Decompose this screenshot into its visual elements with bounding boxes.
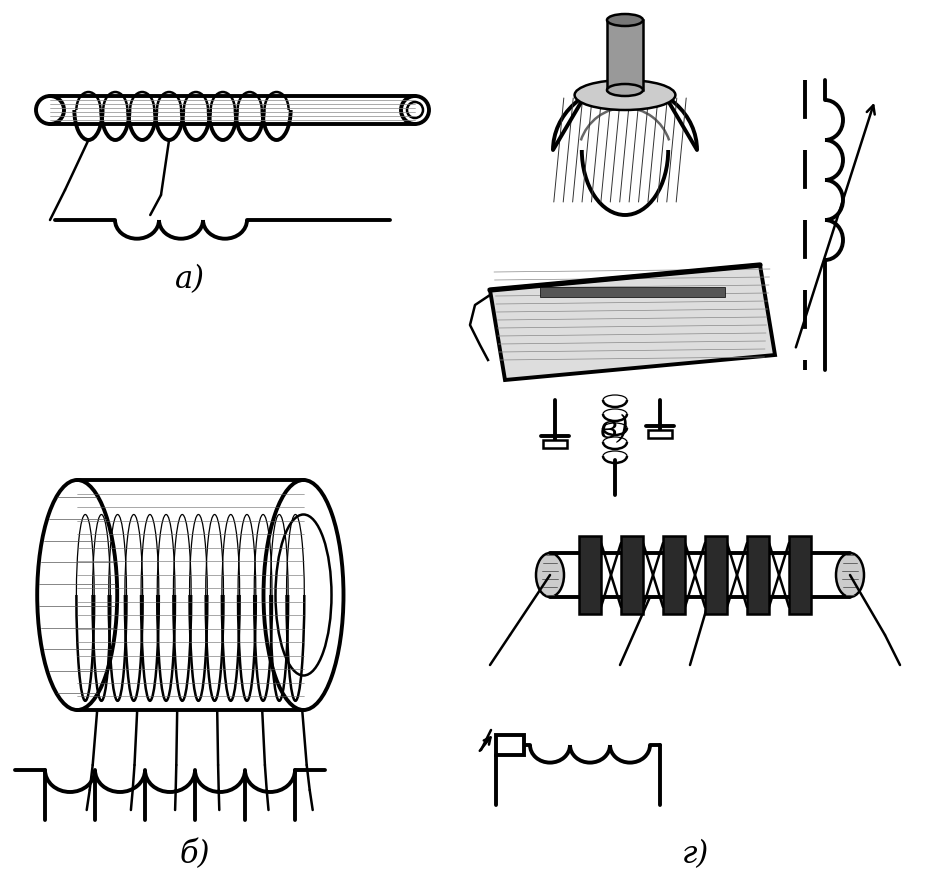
Ellipse shape <box>836 553 864 597</box>
Bar <box>663 536 685 614</box>
Text: a): a) <box>175 264 205 295</box>
Ellipse shape <box>607 14 643 26</box>
Bar <box>496 735 524 755</box>
Bar <box>648 430 672 438</box>
Text: б): б) <box>179 839 210 870</box>
Bar <box>789 536 811 614</box>
Text: в): в) <box>601 415 630 446</box>
Polygon shape <box>490 265 775 380</box>
Bar <box>607 20 643 90</box>
Ellipse shape <box>536 553 564 597</box>
Bar <box>705 536 727 614</box>
Text: г): г) <box>682 839 709 870</box>
Bar <box>540 287 725 297</box>
Ellipse shape <box>574 80 675 110</box>
Bar <box>621 536 643 614</box>
Bar <box>747 536 769 614</box>
Bar <box>543 440 567 448</box>
Ellipse shape <box>607 84 643 96</box>
Bar <box>579 536 601 614</box>
